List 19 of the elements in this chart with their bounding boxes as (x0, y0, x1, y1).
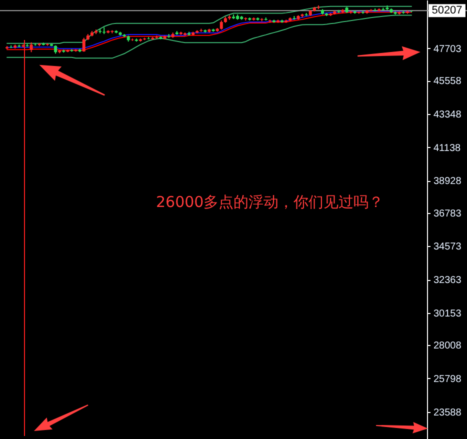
y-tick-label: 45558 (434, 76, 462, 88)
candlestick (220, 20, 223, 30)
y-tick-label: 30153 (434, 308, 462, 320)
y-tick-label: 32363 (434, 275, 462, 286)
line-series (6, 14, 412, 59)
y-tick-label: 36783 (434, 208, 462, 220)
y-tick-label: 38928 (434, 176, 462, 188)
candlestick (30, 42, 33, 53)
y-tick-label: 34573 (434, 242, 462, 253)
y-tick-label: 28008 (434, 340, 462, 352)
candlestick (82, 37, 86, 52)
y-tick-label: 25798 (434, 374, 462, 385)
y-tick-label: 41138 (434, 142, 462, 154)
line-series (6, 6, 412, 44)
y-tick-label: 43348 (434, 109, 462, 120)
y-tick-label: 47703 (434, 44, 462, 55)
ref-line-label: 50207 (432, 4, 462, 17)
annotation: 26000多点的浮动，你们见过吗？ (156, 192, 384, 211)
y-tick-label: 23588 (434, 407, 462, 418)
